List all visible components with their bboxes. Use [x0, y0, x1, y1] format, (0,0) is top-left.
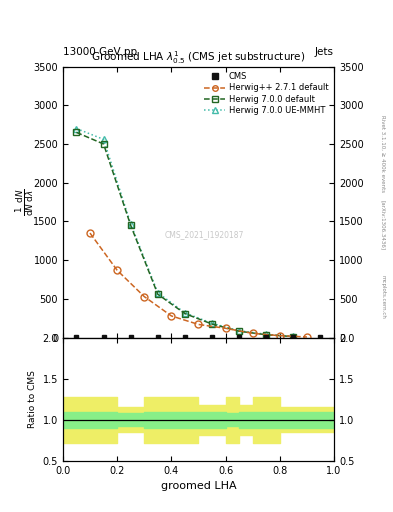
Text: Rivet 3.1.10, ≥ 400k events: Rivet 3.1.10, ≥ 400k events: [381, 115, 386, 192]
Text: 13000 GeV pp: 13000 GeV pp: [63, 47, 137, 57]
X-axis label: groomed LHA: groomed LHA: [161, 481, 236, 491]
Text: mcplots.cern.ch: mcplots.cern.ch: [381, 275, 386, 319]
Legend: CMS, Herwig++ 2.7.1 default, Herwig 7.0.0 default, Herwig 7.0.0 UE-MMHT: CMS, Herwig++ 2.7.1 default, Herwig 7.0.…: [203, 71, 330, 116]
Text: $\frac{1}{\mathrm{d}N}\frac{\mathrm{d}N}{\mathrm{d}\lambda}$: $\frac{1}{\mathrm{d}N}\frac{\mathrm{d}N}…: [14, 188, 36, 216]
Y-axis label: Ratio to CMS: Ratio to CMS: [28, 370, 37, 428]
Text: [arXiv:1306.3436]: [arXiv:1306.3436]: [381, 200, 386, 250]
Title: Groomed LHA $\lambda^{1}_{0.5}$ (CMS jet substructure): Groomed LHA $\lambda^{1}_{0.5}$ (CMS jet…: [91, 49, 306, 66]
Text: CMS_2021_I1920187: CMS_2021_I1920187: [164, 230, 244, 239]
Text: Jets: Jets: [315, 47, 334, 57]
